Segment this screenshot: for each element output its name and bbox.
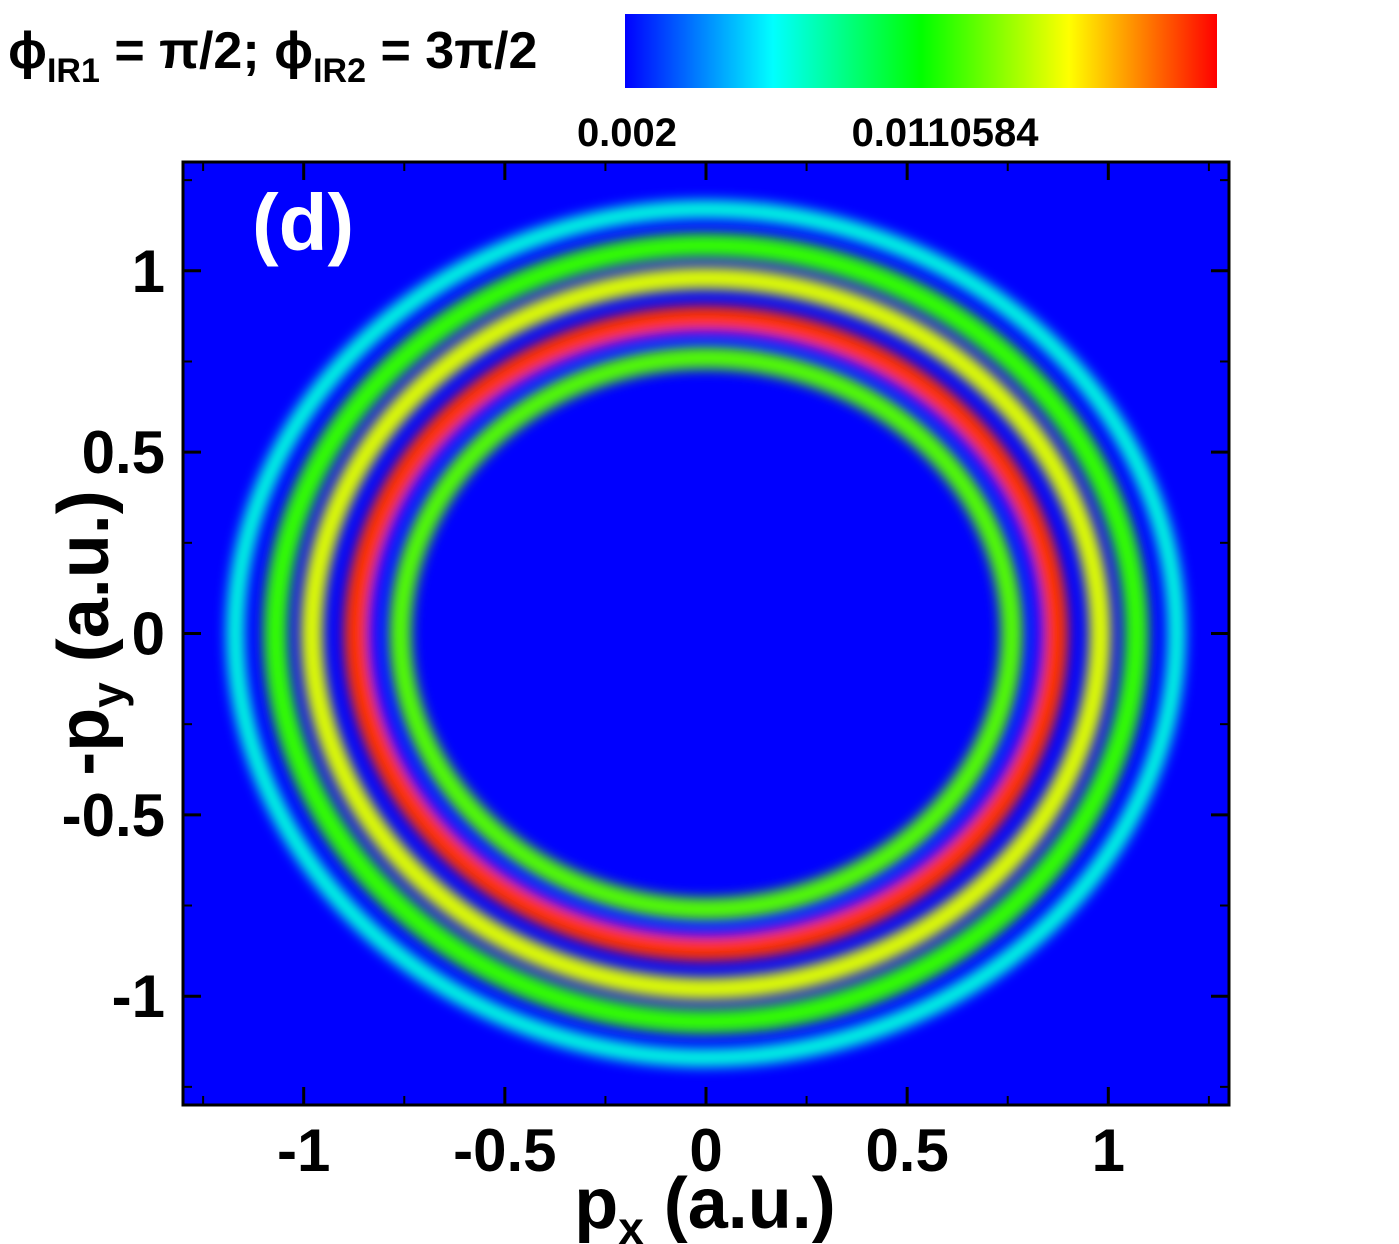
x-tick-label: 0.5 <box>865 1117 948 1184</box>
y-tick-label: 0.5 <box>82 419 165 486</box>
panel-label: (d) <box>252 178 354 267</box>
ring-1 <box>263 233 1149 1034</box>
x-axis-title: px (a.u.) <box>574 1164 836 1244</box>
y-tick-label: -0.5 <box>62 782 165 849</box>
plot-area <box>183 162 1229 1105</box>
y-tick-label: 1 <box>132 238 165 305</box>
x-tick-label: -1 <box>277 1117 330 1184</box>
chart-title: ϕIR1 = π/2; ϕIR2 = 3π/2 <box>8 22 537 90</box>
ring-2 <box>300 266 1112 1001</box>
x-tick-label: -0.5 <box>453 1117 556 1184</box>
ring-3 <box>343 305 1069 962</box>
ring-5 <box>389 346 1023 921</box>
colorbar-label-min: 0.002 <box>577 111 677 155</box>
x-tick-label: 0 <box>689 1117 722 1184</box>
axes: -1 -0.5 0 0.5 1 1 0.5 0 -0.5 -1 <box>62 160 1231 1184</box>
colorbar <box>625 14 1217 88</box>
ring-0 <box>226 200 1186 1067</box>
x-tick-label: 1 <box>1092 1117 1125 1184</box>
plot-background <box>183 162 1229 1105</box>
ring-4 <box>369 330 1043 937</box>
colorbar-label-mid: 0.0110584 <box>852 111 1040 155</box>
y-axis-title: -py (a.u.) <box>44 490 134 776</box>
y-tick-label: 0 <box>132 601 165 668</box>
y-tick-label: -1 <box>112 963 165 1030</box>
